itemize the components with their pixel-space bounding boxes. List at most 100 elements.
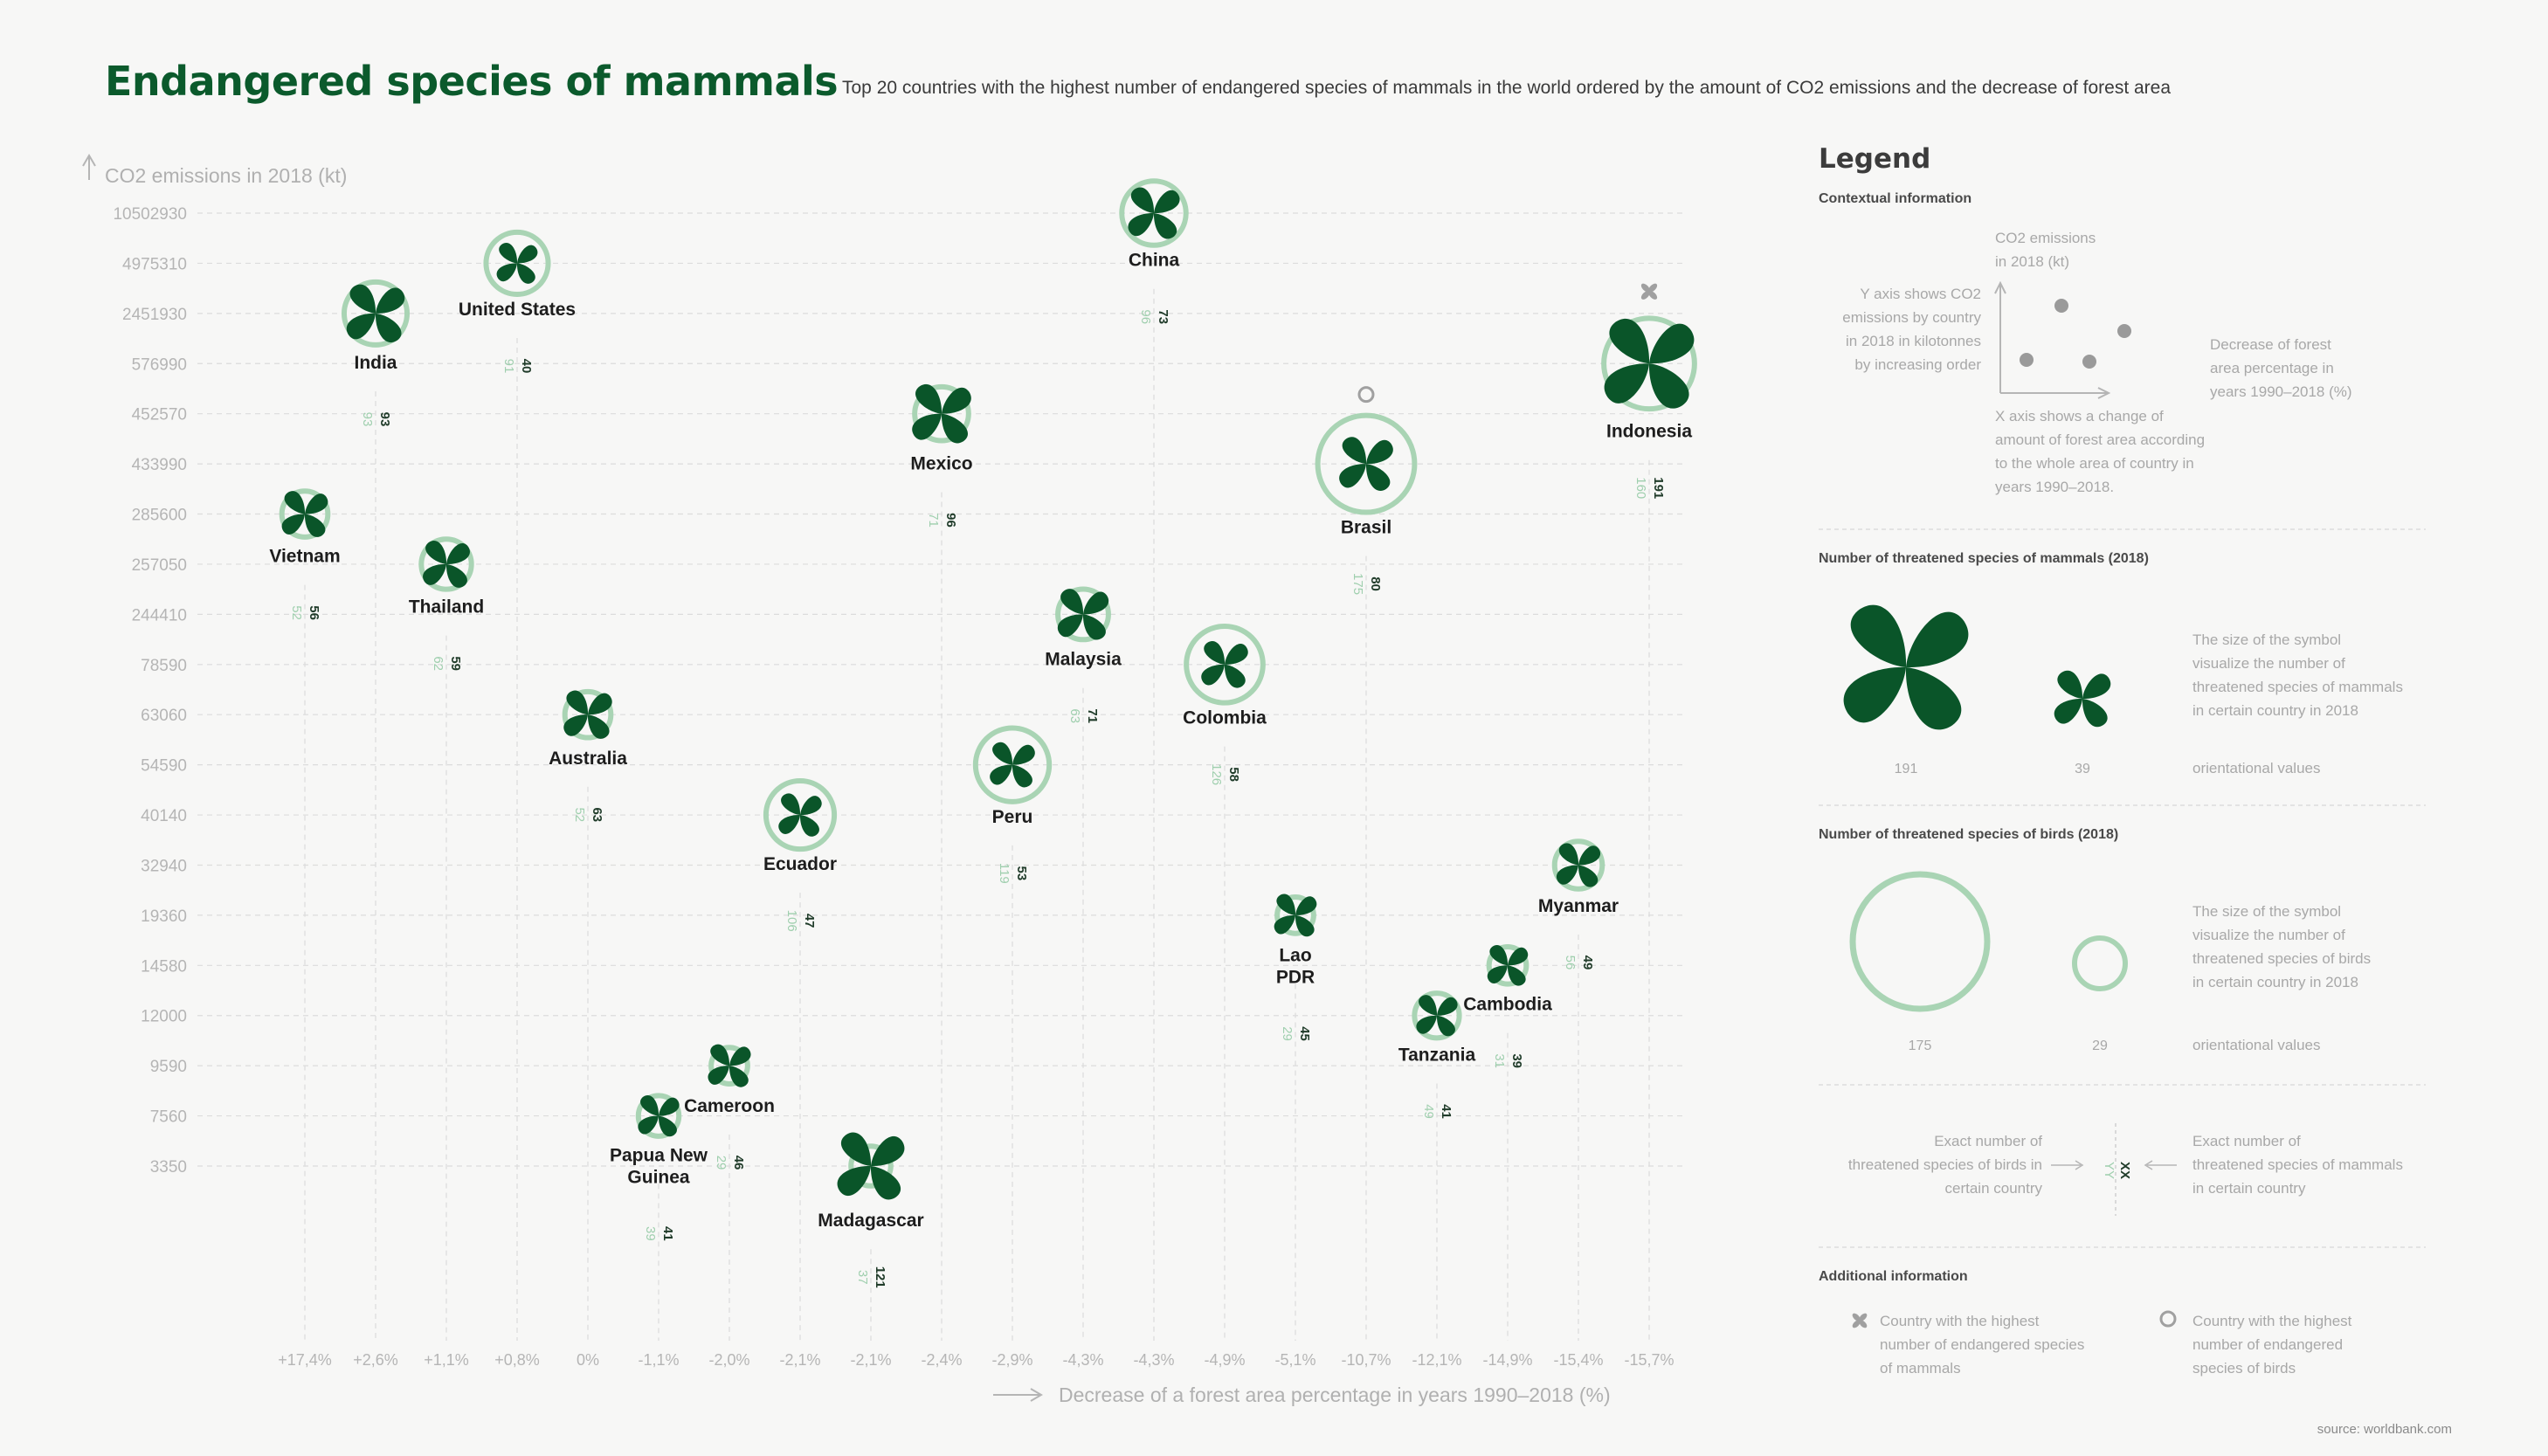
birds-ring-malaysia (1055, 586, 1111, 643)
x-tick-label: -15,4% (1553, 1351, 1603, 1369)
birds-ring-mexico (912, 383, 971, 444)
birds-ring-vietnam (279, 488, 331, 540)
x-tick-label: -2,9% (991, 1351, 1032, 1369)
y-tick-label: 10502930 (113, 205, 187, 224)
legend-birds-heading: Number of threatened species of birds (2… (1819, 827, 2118, 842)
y-tick-label: 19360 (141, 907, 187, 926)
birds-ring-cameroon (708, 1045, 750, 1087)
highest-mammals-star-icon (1640, 283, 1658, 300)
y-tick-label: 54590 (141, 757, 187, 776)
chart-grid (197, 212, 1686, 1341)
y-tick-label: 63060 (141, 707, 187, 725)
y-tick-label: 78590 (141, 657, 187, 675)
country-label: Peru (992, 807, 1033, 827)
y-tick-label: 12000 (141, 1008, 187, 1026)
mammals-value: 59 (448, 656, 463, 671)
mammals-flower-papua-new-guinea (638, 1095, 680, 1137)
birds-ring-india (341, 279, 411, 348)
mammals-value: 58 (1226, 767, 1241, 782)
y-tick-label: 576990 (132, 355, 187, 374)
y-tick-label: 7560 (150, 1108, 187, 1127)
legend-y-axis-label: CO2 emissions in 2018 (kt) (1995, 230, 2096, 270)
mammals-value: 80 (1368, 576, 1383, 591)
y-tick-label: 9590 (150, 1058, 187, 1076)
x-tick-label: -15,7% (1624, 1351, 1674, 1369)
y-tick-label: 433990 (132, 456, 187, 474)
x-axis-label: Decrease of a forest area percentage in … (1059, 1384, 1611, 1406)
birds-ring-cambodia (1486, 943, 1529, 987)
legend-y-axis-text: Y axis shows CO2 emissions by country in 2… (1842, 286, 1981, 373)
birds-value: 29 (714, 1156, 728, 1170)
birds-value: 52 (572, 807, 587, 822)
y-tick-label: 32940 (141, 857, 187, 875)
y-axis-arrow-head (82, 154, 96, 167)
legend-mammals-heading: Number of threatened species of mammals … (1819, 551, 2149, 566)
y-tick-label: 40140 (141, 807, 187, 825)
birds-ring-australia (562, 688, 614, 741)
x-tick-label: -4,3% (1062, 1351, 1103, 1369)
birds-ring-colombia (1184, 623, 1266, 706)
birds-value: 93 (360, 412, 375, 427)
legend-birds-big-value: 175 (1909, 1039, 1932, 1053)
mammals-value: 96 (943, 513, 958, 528)
y-tick-label: 452570 (132, 406, 187, 424)
legend-mammals-big-value: 191 (1895, 762, 1918, 776)
x-axis: Decrease of a forest area percentage in … (993, 1384, 1611, 1406)
birds-ring-brasil (1315, 412, 1418, 515)
legend-flower-small-icon (2054, 670, 2111, 728)
birds-ring-myanmar (1551, 838, 1605, 892)
y-tick-label: 14580 (141, 957, 187, 976)
birds-value: 126 (1209, 763, 1224, 785)
x-tick-label: +1,1% (424, 1351, 469, 1369)
mammals-flower-china (1128, 187, 1180, 239)
legend-mammals-note: orientational values (2192, 760, 2320, 776)
page-subtitle: Top 20 countries with the highest number… (842, 78, 2172, 98)
legend-x-axis-text: X axis shows a change of amount of forest… (1995, 408, 2205, 495)
birds-value: 39 (643, 1226, 658, 1241)
birds-ring-indonesia (1601, 315, 1697, 412)
mammals-flower-malaysia (1057, 589, 1109, 640)
country-label: Cameroon (684, 1096, 775, 1116)
mammals-flower-madagascar (837, 1132, 905, 1200)
x-tick-label: +17,4% (278, 1351, 332, 1369)
mammals-value: 49 (1580, 956, 1595, 970)
highest-birds-ring-icon (2159, 1310, 2177, 1328)
birds-value: 37 (855, 1270, 870, 1285)
legend-additional-mammals-text: Country with the highest number of endang… (1880, 1313, 2084, 1377)
country-label: India (354, 353, 397, 373)
mammals-value: 40 (519, 359, 534, 374)
mammals-flower-tanzania (1416, 995, 1458, 1037)
birds-value: 49 (1421, 1104, 1436, 1119)
highest-mammals-star-icon (1852, 1313, 1868, 1328)
y-axis: CO2 emissions in 2018 (kt) (82, 154, 347, 187)
country-label: Ecuador (763, 854, 837, 874)
y-axis-label: CO2 emissions in 2018 (kt) (105, 164, 347, 187)
country-label: Indonesia (1606, 422, 1692, 442)
y-tick-label: 4975310 (122, 255, 187, 273)
highest-birds-ring-icon (1357, 386, 1375, 404)
mammals-flower-vietnam (281, 491, 328, 537)
mammals-flower-myanmar (1557, 843, 1600, 887)
birds-ring-papua-new-guinea (635, 1093, 682, 1139)
mammals-value: 47 (802, 914, 817, 928)
